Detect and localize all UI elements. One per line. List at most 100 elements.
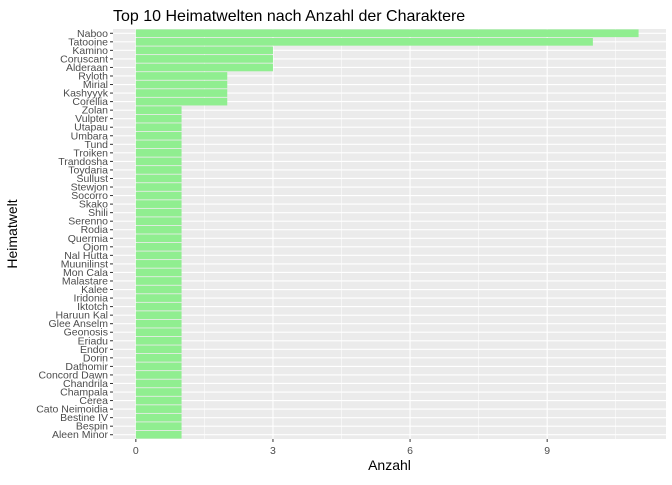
y-tick-label: Eriadu (78, 335, 109, 347)
minor-gridlines (204, 29, 617, 439)
y-tick-label: Kamino (72, 45, 108, 57)
y-tick-label: Shili (88, 207, 108, 219)
y-tick-label: Zolan (82, 105, 108, 117)
bar-dathomir (135, 362, 182, 371)
bar-kashyyyk (135, 89, 228, 97)
y-tick-label: Utapau (74, 122, 108, 134)
y-axis-label: Heimatwelt (4, 199, 20, 268)
bar-tund (135, 140, 182, 149)
bar-haruun-kal (135, 311, 182, 319)
y-tick-label: Ojom (83, 241, 108, 253)
y-tick-label: Serenno (68, 216, 108, 228)
y-tick-label: Kalee (81, 284, 108, 296)
y-tick-label: Muunilinst (61, 258, 108, 270)
bar-trandosha (135, 157, 182, 166)
bar-skako (135, 200, 182, 208)
bar-bestine-iv (135, 413, 182, 422)
bar-alderaan (135, 63, 273, 72)
bar-toydaria (135, 166, 182, 174)
y-tick-label: Glee Anselm (48, 318, 108, 330)
x-tick-label: 9 (544, 445, 550, 457)
bar-serenno (135, 217, 182, 226)
y-tick-label: Dorin (83, 352, 108, 364)
bar-eriadu (135, 336, 182, 345)
bar-iridonia (135, 294, 182, 302)
y-tick-label: Geonosis (64, 327, 108, 339)
x-axis-ticks: 0 3 6 9 (133, 439, 550, 457)
bar-utapau (135, 123, 182, 132)
y-tick-label: Tatooine (68, 36, 108, 48)
bar-geonosis (135, 328, 182, 337)
y-tick-label: Bestine IV (60, 412, 108, 424)
y-tick-label: Sullust (76, 173, 108, 185)
bar-mon-cala (135, 268, 182, 277)
bar-rodia (135, 225, 182, 234)
bar-endor (135, 345, 182, 354)
bar-corellia (135, 97, 228, 106)
bar-coruscant (135, 55, 273, 63)
chart-title: Top 10 Heimatwelten nach Anzahl der Char… (113, 8, 465, 25)
bar-socorro (135, 191, 182, 200)
bar-cerea (135, 396, 182, 405)
bar-tatooine (135, 37, 593, 46)
y-tick-label: Naboo (77, 28, 108, 40)
y-tick-label: Kashyyyk (63, 88, 109, 100)
bar-stewjon (135, 183, 182, 191)
x-tick-label: 6 (407, 445, 413, 457)
y-tick-label: Coruscant (60, 53, 108, 65)
bar-champala (135, 388, 182, 396)
bar-quermia (135, 234, 182, 243)
bar-nal-hutta (135, 251, 182, 260)
y-tick-label: Nal Hutta (64, 250, 108, 262)
bar-shili (135, 208, 182, 217)
bar-aleen-minor (135, 430, 182, 439)
bar-vulpter (135, 114, 182, 123)
bar-dorin (135, 354, 182, 362)
y-tick-label: Toydaria (68, 164, 108, 176)
y-axis-ticks: NabooTatooineKaminoCoruscantAlderaanRylo… (36, 28, 113, 441)
bar-ryloth (135, 72, 228, 80)
bar-mirial (135, 80, 228, 89)
y-tick-label: Rodia (81, 224, 109, 236)
y-tick-label: Haruun Kal (55, 310, 108, 322)
plot-panel (113, 29, 666, 439)
y-tick-label: Skako (79, 199, 108, 211)
bar-naboo (135, 29, 639, 38)
y-tick-label: Cerea (79, 395, 108, 407)
y-tick-label: Concord Dawn (39, 369, 109, 381)
y-tick-label: Alderaan (66, 62, 108, 74)
bar-muunilinst (135, 260, 182, 268)
bar-iktotch (135, 302, 182, 311)
y-tick-label: Trandosha (58, 156, 108, 168)
bar-bespin (135, 422, 182, 431)
y-tick-label: Bespin (76, 421, 108, 433)
y-tick-label: Vulpter (75, 113, 108, 125)
x-tick-label: 0 (133, 445, 139, 457)
x-axis-label: Anzahl (368, 457, 411, 473)
bar-troiken (135, 149, 182, 157)
y-tick-label: Cato Neimoidia (36, 404, 108, 416)
y-tick-label: Troiken (73, 147, 108, 159)
bar-chandrila (135, 379, 182, 388)
bar-zolan (135, 106, 182, 114)
y-tick-label: Corellia (72, 96, 108, 108)
bar-ojom (135, 242, 182, 251)
y-tick-label: Iktotch (77, 301, 108, 313)
y-tick-label: Malastare (62, 275, 108, 287)
y-tick-label: Stewjon (71, 182, 109, 194)
y-tick-label: Aleen Minor (52, 429, 109, 441)
y-tick-label: Iridonia (74, 293, 109, 305)
y-tick-label: Endor (80, 344, 109, 356)
x-tick-label: 3 (270, 445, 276, 457)
bar-kamino (135, 46, 273, 55)
y-tick-label: Umbara (71, 130, 109, 142)
bars (135, 29, 639, 439)
y-tick-label: Tund (84, 139, 108, 151)
bar-glee-anselm (135, 319, 182, 328)
y-tick-label: Ryloth (78, 70, 108, 82)
y-tick-label: Champala (60, 387, 108, 399)
bar-kalee (135, 285, 182, 294)
y-tick-label: Quermia (68, 233, 108, 245)
